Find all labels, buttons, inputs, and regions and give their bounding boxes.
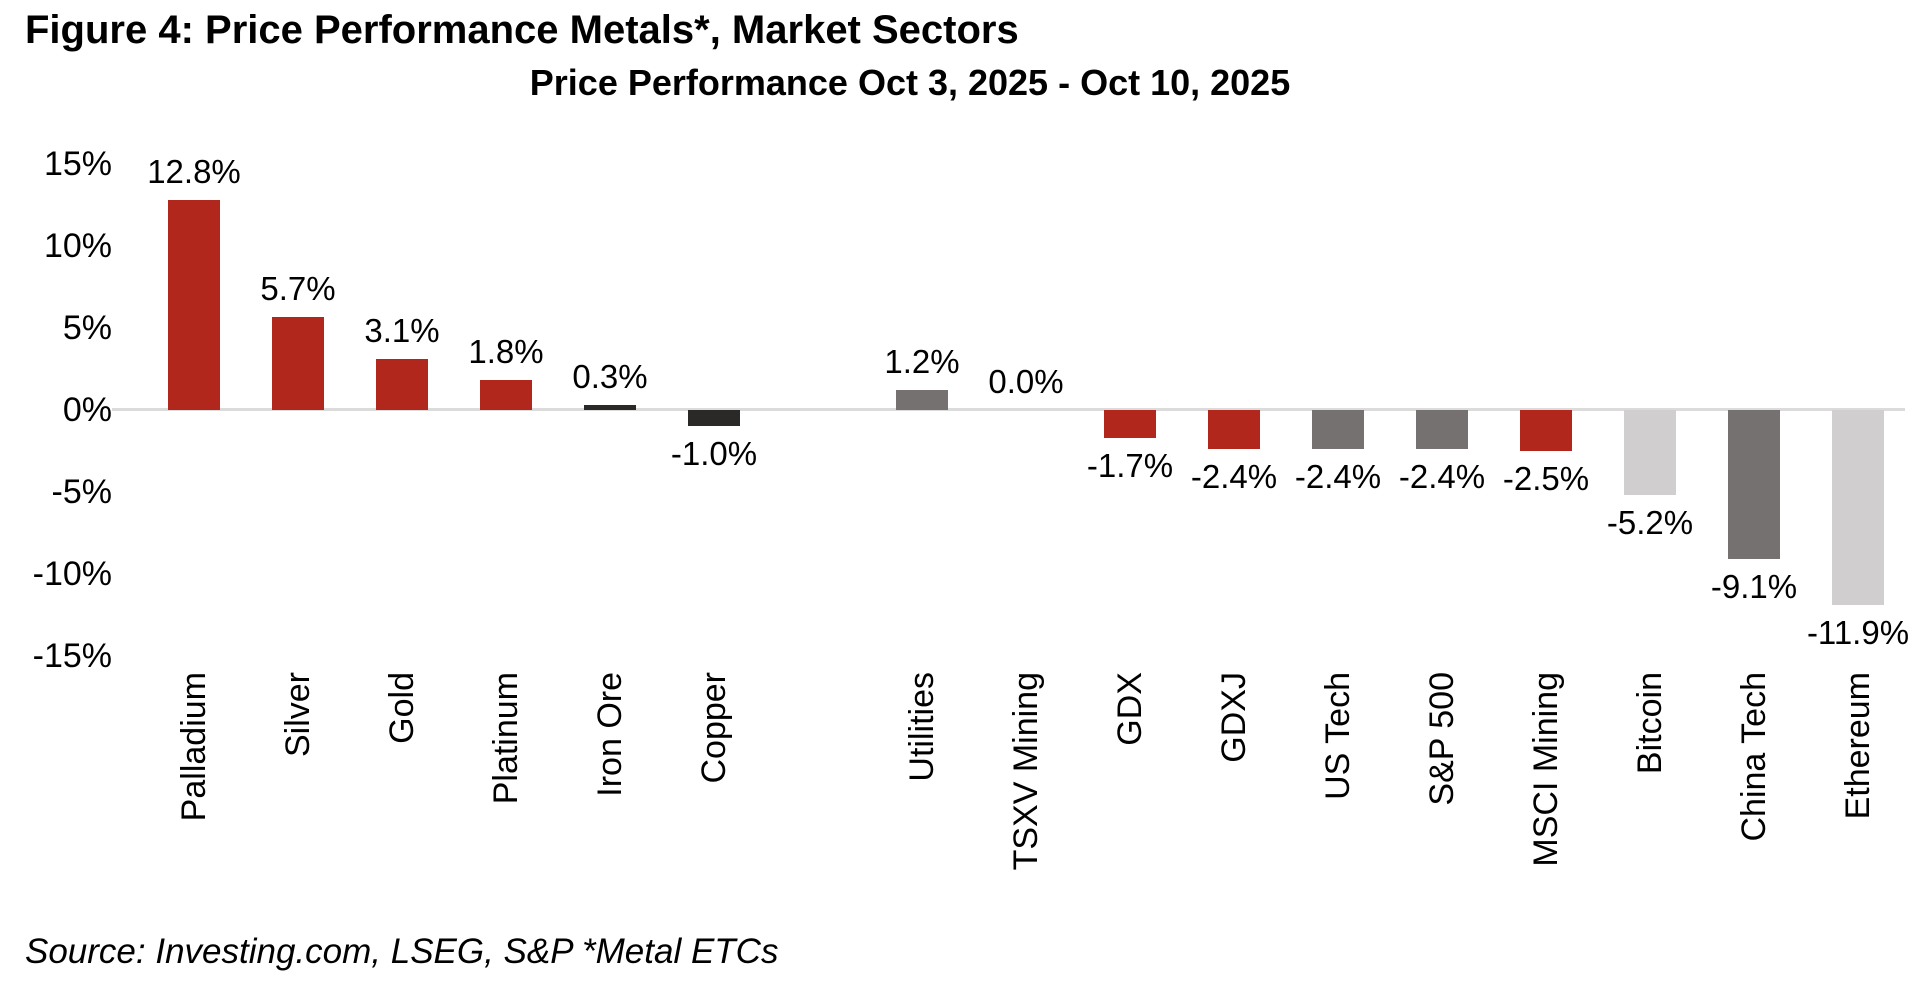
bar-gdx — [1104, 410, 1156, 438]
category-label-utilities: Utilities — [903, 672, 941, 782]
y-tick-15: 15% — [43, 145, 112, 183]
category-label-iron-ore: Iron Ore — [591, 672, 629, 797]
figure-title: Figure 4: Price Performance Metals*, Mar… — [25, 8, 1019, 52]
category-label-gdx: GDX — [1111, 672, 1149, 746]
category-label-tsxv-mining: TSXV Mining — [1007, 672, 1045, 871]
bar-iron-ore — [584, 405, 636, 410]
y-tick-10: -10% — [32, 555, 112, 593]
value-label-us-tech: -2.4% — [1294, 458, 1382, 496]
y-tick-5: -5% — [51, 473, 112, 511]
source-note: Source: Investing.com, LSEG, S&P *Metal … — [25, 932, 779, 971]
category-label-china-tech: China Tech — [1735, 672, 1773, 842]
category-label-gold: Gold — [383, 672, 421, 744]
value-label-copper: -1.0% — [670, 435, 758, 473]
value-label-utilities: 1.2% — [884, 343, 960, 381]
bar-platinum — [480, 380, 532, 410]
bar-gdxj — [1208, 410, 1260, 450]
bar-copper — [688, 410, 740, 427]
bar-utilities — [896, 390, 948, 410]
category-label-ethereum: Ethereum — [1839, 672, 1877, 820]
category-label-s-p-500: S&P 500 — [1423, 672, 1461, 806]
category-label-msci-mining: MSCI Mining — [1527, 672, 1565, 867]
bar-us-tech — [1312, 410, 1364, 450]
value-label-gold: 3.1% — [364, 312, 440, 350]
value-label-silver: 5.7% — [260, 269, 336, 307]
value-label-msci-mining: -2.5% — [1502, 460, 1590, 497]
category-label-copper: Copper — [695, 672, 733, 784]
value-label-gdx: -1.7% — [1086, 446, 1174, 484]
value-label-palladium: 12.8% — [147, 153, 241, 191]
bar-msci-mining — [1520, 410, 1572, 451]
bar-s-p-500 — [1416, 410, 1468, 450]
bar-china-tech — [1728, 410, 1780, 560]
value-label-bitcoin: -5.2% — [1606, 504, 1694, 542]
category-label-platinum: Platinum — [487, 672, 525, 805]
chart-subtitle: Price Performance Oct 3, 2025 - Oct 10, … — [529, 62, 1291, 103]
zero-baseline-gridline — [112, 408, 1905, 411]
category-label-bitcoin: Bitcoin — [1631, 672, 1669, 775]
value-label-china-tech: -9.1% — [1710, 568, 1798, 606]
bar-gold — [376, 359, 428, 410]
value-label-iron-ore: 0.3% — [572, 358, 648, 396]
category-label-silver: Silver — [279, 672, 317, 758]
bar-bitcoin — [1624, 410, 1676, 496]
category-label-us-tech: US Tech — [1319, 672, 1357, 800]
y-tick-5: 5% — [62, 309, 112, 347]
value-label-ethereum: -11.9% — [1806, 614, 1910, 652]
value-label-s-p-500: -2.4% — [1398, 458, 1486, 496]
bar-palladium — [168, 200, 220, 410]
value-label-gdxj: -2.4% — [1190, 458, 1278, 496]
y-tick-10: 10% — [43, 227, 112, 265]
y-tick-15: -15% — [32, 637, 112, 675]
category-label-gdxj: GDXJ — [1215, 672, 1253, 763]
bar-silver — [272, 316, 324, 410]
category-label-palladium: Palladium — [175, 672, 213, 822]
value-label-platinum: 1.8% — [468, 333, 544, 371]
bar-ethereum — [1832, 410, 1884, 606]
value-label-tsxv-mining: 0.0% — [988, 363, 1064, 400]
y-tick-0: 0% — [62, 391, 112, 429]
